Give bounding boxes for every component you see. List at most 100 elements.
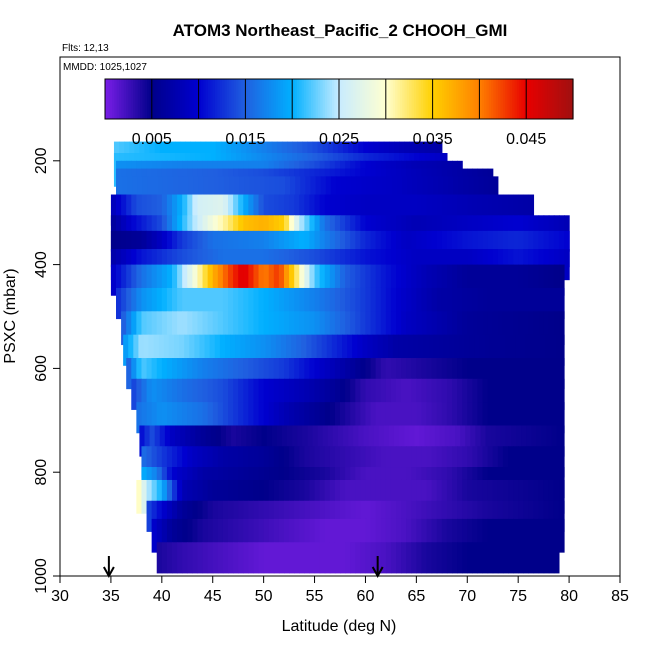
- heatmap-cell: [431, 500, 438, 532]
- heatmap-cell: [284, 249, 290, 281]
- heatmap-cell: [477, 446, 484, 478]
- heatmap-cell: [258, 402, 265, 434]
- heatmap-cell: [431, 446, 438, 478]
- heatmap-cell: [375, 194, 382, 226]
- colorbar-segment: [514, 79, 518, 119]
- heatmap-cell: [441, 264, 448, 296]
- heatmap-cell: [238, 446, 244, 478]
- heatmap-cell: [258, 264, 265, 296]
- heatmap-cell: [336, 334, 343, 366]
- heatmap-cell: [202, 500, 209, 532]
- colorbar-segment: [458, 79, 462, 119]
- heatmap-cell: [233, 479, 239, 514]
- heatmap-cell: [396, 518, 402, 553]
- heatmap-cell: [213, 176, 220, 211]
- heatmap-cell: [446, 358, 453, 390]
- heatmap-cell: [222, 311, 229, 346]
- colorbar-segment: [306, 79, 310, 119]
- heatmap-cell: [340, 402, 346, 434]
- heatmap-cell: [351, 176, 357, 211]
- heatmap-cell: [436, 287, 443, 320]
- heatmap-cell: [380, 446, 387, 478]
- heatmap-cell: [126, 358, 132, 390]
- heatmap-cell: [482, 542, 489, 574]
- heatmap-cell: [319, 542, 326, 574]
- heatmap-cell: [518, 194, 524, 226]
- heatmap-cell: [212, 402, 219, 434]
- colorbar-segment: [200, 79, 204, 119]
- heatmap-cell: [375, 378, 382, 410]
- heatmap-cell: [309, 479, 316, 514]
- heatmap-cell: [322, 425, 329, 457]
- y-tick-label: 200: [33, 147, 50, 174]
- heatmap-cell: [411, 358, 417, 390]
- heatmap-cell: [345, 249, 351, 281]
- heatmap-cell: [182, 479, 188, 514]
- x-tick-label: 85: [611, 588, 629, 605]
- heatmap-cell: [446, 378, 453, 410]
- heatmap-cell: [324, 311, 331, 346]
- heatmap-cell: [263, 542, 270, 574]
- heatmap-cell: [141, 479, 148, 514]
- heatmap-cell: [182, 358, 188, 390]
- heatmap-cell: [492, 446, 499, 478]
- heatmap-cell: [411, 479, 417, 514]
- heatmap-cell: [426, 249, 433, 281]
- heatmap-cell: [421, 358, 428, 390]
- heatmap-cell: [138, 334, 145, 366]
- heatmap-cell: [228, 446, 234, 478]
- heatmap-cell: [190, 425, 197, 457]
- heatmap-cell: [273, 402, 280, 434]
- heatmap-cell: [161, 500, 168, 532]
- colorbar-segment: [240, 79, 244, 119]
- heatmap-cell: [528, 479, 535, 514]
- heatmap-cell: [197, 311, 204, 346]
- heatmap-cell: [436, 542, 443, 574]
- heatmap-cell: [434, 425, 441, 457]
- heatmap-cell: [346, 176, 352, 211]
- heatmap-cell: [543, 479, 550, 514]
- colorbar-segment: [168, 79, 172, 119]
- heatmap-cell: [192, 402, 199, 434]
- heatmap-cell: [531, 425, 538, 457]
- heatmap-cell: [172, 311, 178, 346]
- heatmap-cell: [526, 425, 533, 457]
- heatmap-cell: [350, 500, 356, 532]
- heatmap-cell: [275, 334, 282, 366]
- heatmap-cell: [340, 311, 346, 346]
- heatmap-cell: [473, 176, 480, 211]
- heatmap-cell: [508, 264, 514, 296]
- heatmap-cell: [390, 542, 397, 574]
- heatmap-cell: [177, 194, 183, 226]
- heatmap-cell: [538, 249, 545, 281]
- heatmap-cell: [378, 425, 385, 457]
- heatmap-cell: [166, 249, 173, 281]
- heatmap-cell: [487, 287, 494, 320]
- heatmap-cell: [202, 264, 209, 296]
- heatmap-cell: [249, 176, 256, 211]
- y-tick-label: 800: [33, 459, 50, 486]
- heatmap-cell: [426, 446, 433, 478]
- heatmap-cell: [401, 479, 407, 514]
- heatmap-cell: [508, 542, 514, 574]
- heatmap-cell: [215, 425, 222, 457]
- heatmap-cell: [172, 542, 178, 574]
- heatmap-cell: [406, 500, 412, 532]
- heatmap-cell: [528, 500, 535, 532]
- heatmap-cell: [492, 249, 499, 281]
- heatmap-cell: [197, 479, 204, 514]
- heatmap-cell: [487, 518, 494, 553]
- heatmap-cell: [472, 500, 479, 532]
- heatmap-cell: [212, 378, 219, 410]
- heatmap-cell: [236, 425, 242, 457]
- heatmap-cell: [472, 446, 479, 478]
- heatmap-cell: [401, 264, 407, 296]
- x-tick-label: 50: [255, 588, 273, 605]
- heatmap-cell: [319, 249, 326, 281]
- heatmap-cell: [314, 542, 321, 574]
- heatmap-cell: [431, 358, 438, 390]
- colorbar-segment: [376, 79, 380, 119]
- heatmap-cell: [365, 518, 372, 553]
- heatmap-cell: [360, 542, 367, 574]
- colorbar-segment: [374, 79, 378, 119]
